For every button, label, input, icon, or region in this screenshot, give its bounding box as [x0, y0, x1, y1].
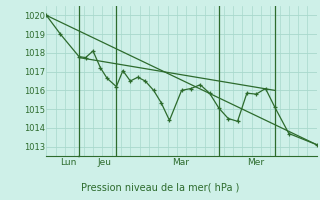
Text: Mar: Mar	[172, 158, 189, 167]
Text: Lun: Lun	[60, 158, 77, 167]
Text: Jeu: Jeu	[98, 158, 112, 167]
Text: Pression niveau de la mer( hPa ): Pression niveau de la mer( hPa )	[81, 182, 239, 192]
Text: Mer: Mer	[247, 158, 264, 167]
